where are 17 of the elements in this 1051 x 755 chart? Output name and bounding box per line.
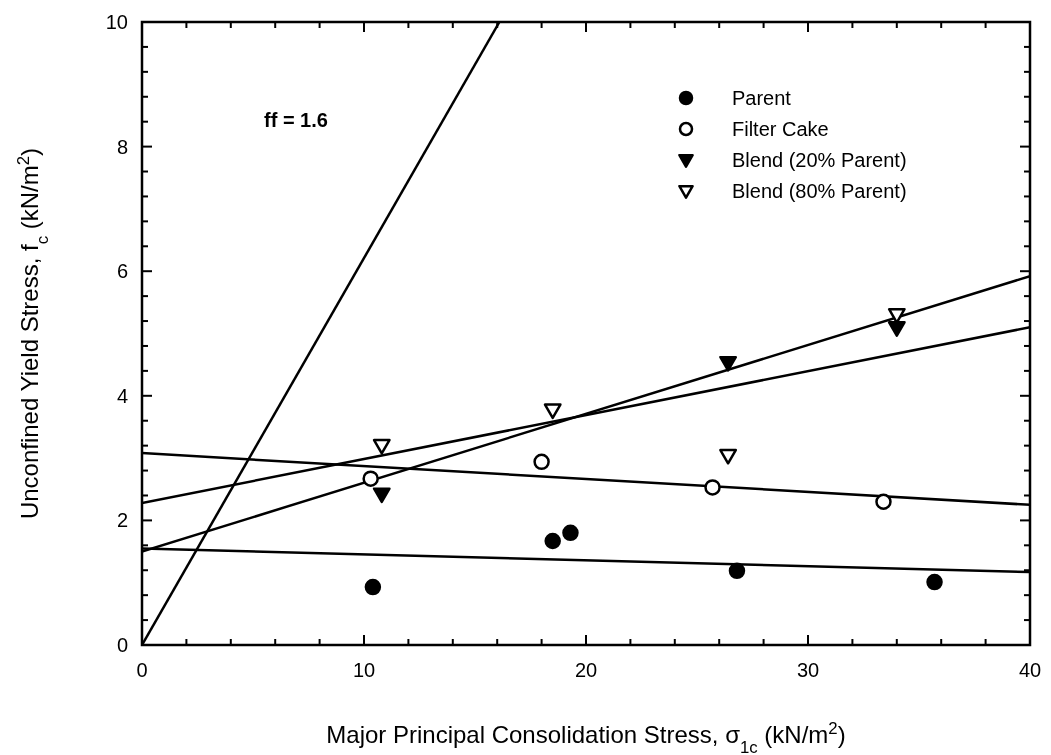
y-tick-label: 0: [116, 634, 128, 656]
legend-label: Filter Cake: [732, 118, 829, 140]
x-tick-label: 0: [136, 659, 148, 681]
annotation: ff = 1.6: [264, 109, 328, 131]
y-tick-label: 8: [116, 135, 128, 158]
y-tick-label: 6: [116, 260, 128, 283]
legend-label: Parent: [732, 87, 792, 109]
x-axis-title: Major Principal Consolidation Stress, σ$_{1c}$ (kN/m$^{2}$): [326, 718, 846, 755]
x-tick-label: 30: [796, 659, 820, 681]
x-tick-label: 10: [352, 659, 376, 681]
y-tick-label: 10: [105, 11, 128, 33]
y-tick-label: 2: [116, 509, 128, 532]
x-tick-label: 40: [1018, 659, 1042, 681]
legend-label: Blend (80% Parent): [732, 180, 907, 202]
x-tick-label: 20: [574, 659, 598, 681]
legend-label: Blend (20% Parent): [732, 149, 907, 171]
y-tick-label: 4: [116, 384, 128, 407]
